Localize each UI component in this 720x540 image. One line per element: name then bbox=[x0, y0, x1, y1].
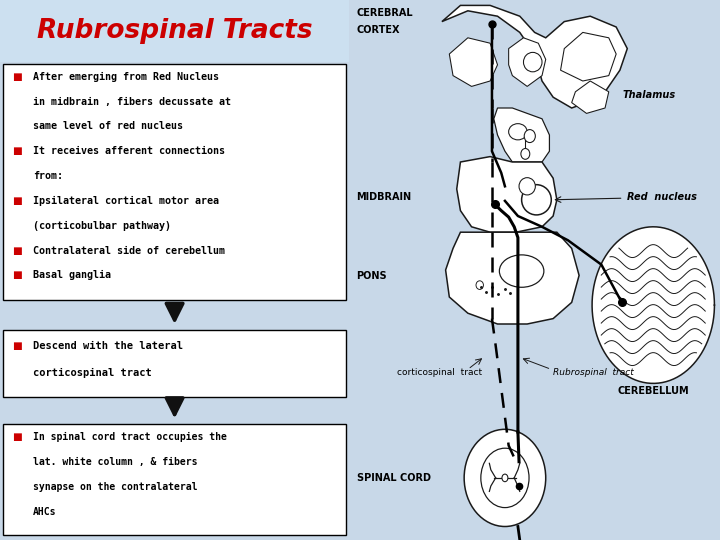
Polygon shape bbox=[508, 38, 546, 86]
Text: (corticobulbar pathway): (corticobulbar pathway) bbox=[33, 221, 171, 231]
Ellipse shape bbox=[521, 148, 530, 159]
Text: In spinal cord tract occupies the: In spinal cord tract occupies the bbox=[33, 433, 227, 442]
Text: ■: ■ bbox=[12, 433, 22, 442]
Ellipse shape bbox=[476, 281, 483, 289]
Ellipse shape bbox=[502, 474, 508, 482]
FancyBboxPatch shape bbox=[4, 64, 346, 300]
Text: Red  nucleus: Red nucleus bbox=[627, 192, 697, 202]
Text: corticospinal  tract: corticospinal tract bbox=[397, 368, 482, 377]
Text: SPINAL CORD: SPINAL CORD bbox=[356, 473, 431, 483]
Text: ■: ■ bbox=[12, 341, 22, 350]
Text: CORTEX: CORTEX bbox=[356, 25, 400, 35]
FancyBboxPatch shape bbox=[4, 424, 346, 535]
Ellipse shape bbox=[524, 130, 536, 143]
Text: from:: from: bbox=[33, 171, 63, 181]
Text: Contralateral side of cerebellum: Contralateral side of cerebellum bbox=[33, 246, 225, 255]
Text: Rubrospinal Tracts: Rubrospinal Tracts bbox=[37, 18, 312, 44]
Text: Rubrospinal  tract: Rubrospinal tract bbox=[553, 368, 634, 377]
Text: Descend with the lateral: Descend with the lateral bbox=[33, 341, 183, 350]
Text: PONS: PONS bbox=[356, 272, 387, 281]
Text: CEREBRAL: CEREBRAL bbox=[356, 9, 413, 18]
Text: ■: ■ bbox=[12, 72, 22, 82]
Text: lat. white column , & fibers: lat. white column , & fibers bbox=[33, 457, 198, 467]
Polygon shape bbox=[592, 227, 714, 383]
Ellipse shape bbox=[464, 429, 546, 526]
Text: CEREBELLUM: CEREBELLUM bbox=[618, 387, 689, 396]
Text: AHCs: AHCs bbox=[33, 507, 57, 517]
Text: corticospinal tract: corticospinal tract bbox=[33, 368, 152, 377]
Text: ■: ■ bbox=[12, 146, 22, 156]
Polygon shape bbox=[456, 157, 557, 232]
Text: ■: ■ bbox=[12, 271, 22, 280]
Ellipse shape bbox=[519, 178, 536, 195]
Polygon shape bbox=[449, 38, 498, 86]
Text: It receives afferent connections: It receives afferent connections bbox=[33, 146, 225, 156]
Polygon shape bbox=[572, 81, 609, 113]
Polygon shape bbox=[494, 108, 549, 162]
Ellipse shape bbox=[521, 185, 552, 215]
Text: synapse on the contralateral: synapse on the contralateral bbox=[33, 482, 198, 492]
Text: MIDBRAIN: MIDBRAIN bbox=[356, 192, 412, 202]
Text: Ipsilateral cortical motor area: Ipsilateral cortical motor area bbox=[33, 196, 219, 206]
Text: ■: ■ bbox=[12, 196, 22, 206]
Polygon shape bbox=[446, 232, 579, 324]
Polygon shape bbox=[561, 32, 616, 81]
Text: Basal ganglia: Basal ganglia bbox=[33, 271, 111, 280]
Text: same level of red nucleus: same level of red nucleus bbox=[33, 122, 183, 131]
Text: ■: ■ bbox=[12, 246, 22, 255]
Text: in midbrain , fibers decussate at: in midbrain , fibers decussate at bbox=[33, 97, 231, 106]
Polygon shape bbox=[442, 5, 627, 108]
Text: Thalamus: Thalamus bbox=[622, 90, 675, 99]
Ellipse shape bbox=[481, 448, 529, 508]
Ellipse shape bbox=[523, 52, 542, 72]
Text: After emerging from Red Nucleus: After emerging from Red Nucleus bbox=[33, 72, 219, 82]
Ellipse shape bbox=[508, 124, 527, 140]
Ellipse shape bbox=[500, 255, 544, 287]
FancyBboxPatch shape bbox=[0, 0, 349, 62]
FancyBboxPatch shape bbox=[4, 330, 346, 397]
